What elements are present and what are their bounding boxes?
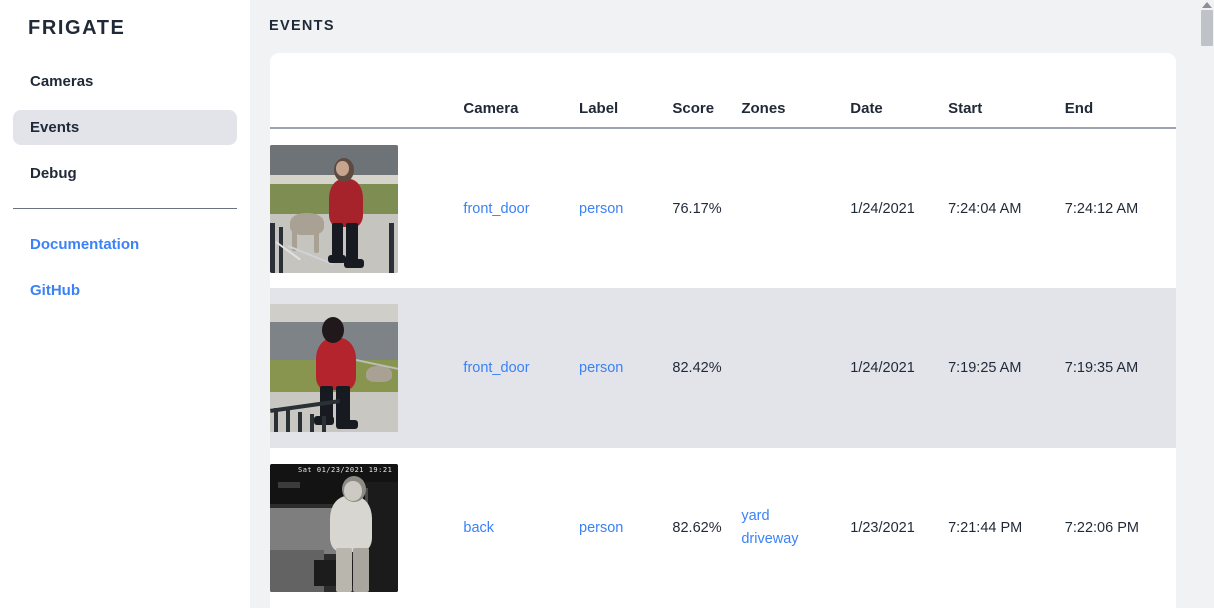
event-date-cell: 1/23/2021: [850, 448, 948, 608]
scrollbar-thumb[interactable]: [1201, 10, 1213, 46]
event-score-value: 82.42%: [672, 360, 722, 376]
page-scrollbar[interactable]: [1200, 0, 1214, 608]
event-camera-cell: front_door: [463, 288, 579, 448]
column-header-start: Start: [948, 100, 983, 117]
sidebar: FRIGATE Cameras Events Debug Documentati…: [0, 0, 250, 608]
event-label-link[interactable]: person: [579, 200, 624, 217]
sidebar-divider: [13, 208, 237, 209]
event-score-cell: 82.42%: [672, 288, 741, 448]
event-end-value: 7:22:06 PM: [1064, 520, 1139, 536]
event-camera-cell: back: [463, 448, 579, 608]
event-thumbnail-image[interactable]: [270, 304, 398, 432]
app-brand-title: FRIGATE: [28, 17, 126, 39]
event-camera-link[interactable]: front_door: [463, 200, 530, 217]
event-camera-cell: front_door: [463, 128, 579, 288]
event-date-cell: 1/24/2021: [850, 128, 948, 288]
thumbnail-scene-daytime-sidewalk: [270, 304, 398, 432]
event-label-cell: person: [579, 448, 672, 608]
column-header-date: Date: [850, 100, 883, 117]
event-zones-cell: [741, 288, 850, 448]
event-label-cell: person: [579, 128, 672, 288]
table-row[interactable]: Sat 01/23/2021 19:21 back person 82.62%: [270, 448, 1176, 608]
sidebar-item-debug[interactable]: Debug: [30, 165, 77, 182]
event-end-cell: 7:19:35 AM: [1065, 288, 1176, 448]
event-score-cell: 82.62%: [672, 448, 741, 608]
events-table-header-row: Camera Label Score Zones Date Start End: [270, 53, 1176, 128]
sidebar-external-links: Documentation GitHub: [0, 227, 250, 308]
event-thumbnail-cell[interactable]: [270, 288, 463, 448]
events-card: Camera Label Score Zones Date Start End: [270, 53, 1176, 608]
table-row[interactable]: front_door person 82.42% 1/24/2021: [270, 288, 1176, 448]
thumbnail-scene-night-infrared: Sat 01/23/2021 19:21: [270, 464, 398, 592]
event-date-value: 1/24/2021: [850, 360, 915, 376]
event-date-value: 1/24/2021: [850, 200, 915, 217]
page-title: EVENTS: [269, 18, 335, 34]
event-zones-cell: yard driveway: [741, 448, 850, 608]
event-end-value: 7:24:12 AM: [1064, 200, 1139, 217]
event-thumbnail-image[interactable]: Sat 01/23/2021 19:21: [270, 464, 398, 592]
event-thumbnail-cell[interactable]: Sat 01/23/2021 19:21: [270, 448, 463, 608]
sidebar-link-documentation[interactable]: Documentation: [30, 236, 140, 253]
event-score-cell: 76.17%: [672, 128, 741, 288]
event-start-cell: 7:21:44 PM: [948, 448, 1065, 608]
sidebar-item-events[interactable]: Events: [13, 110, 237, 145]
thumbnail-timestamp-overlay: Sat 01/23/2021 19:21: [298, 466, 393, 474]
event-date-cell: 1/24/2021: [850, 288, 948, 448]
sidebar-item-cameras[interactable]: Cameras: [30, 73, 94, 90]
event-score-value: 82.62%: [672, 520, 722, 536]
events-table-head: Camera Label Score Zones Date Start End: [270, 53, 1176, 128]
event-zone-link[interactable]: yard: [741, 507, 770, 524]
event-start-cell: 7:19:25 AM: [948, 288, 1065, 448]
event-camera-link[interactable]: front_door: [463, 360, 530, 376]
event-label-link[interactable]: person: [579, 360, 624, 376]
column-header-thumbnail: [270, 53, 463, 128]
event-thumbnail-cell[interactable]: [270, 128, 463, 288]
events-table: Camera Label Score Zones Date Start End: [270, 53, 1176, 608]
table-row[interactable]: front_door person 76.17% 1/24/2021: [270, 128, 1176, 288]
event-start-value: 7:21:44 PM: [948, 520, 1023, 536]
event-label-link[interactable]: person: [579, 520, 624, 536]
event-zone-link[interactable]: driveway: [741, 531, 799, 547]
main-content: EVENTS Camera Label Score Zones Date Sta…: [250, 0, 1214, 608]
event-end-cell: 7:22:06 PM: [1065, 448, 1176, 608]
event-date-value: 1/23/2021: [850, 520, 915, 536]
event-label-cell: person: [579, 288, 672, 448]
column-header-label: Label: [579, 100, 619, 117]
event-zones-cell: [741, 128, 850, 288]
event-start-cell: 7:24:04 AM: [948, 128, 1065, 288]
thumbnail-scene-daytime-sidewalk: [270, 144, 398, 273]
event-start-value: 7:24:04 AM: [948, 200, 1022, 217]
triangle-up-icon[interactable]: [1202, 2, 1212, 8]
column-header-end: End: [1064, 100, 1094, 117]
event-start-value: 7:19:25 AM: [948, 360, 1022, 376]
event-camera-link[interactable]: back: [463, 520, 495, 536]
column-header-zones: Zones: [741, 100, 786, 117]
sidebar-nav: Cameras Events Debug: [0, 64, 250, 191]
column-header-camera: Camera: [463, 100, 519, 117]
column-header-score: Score: [672, 100, 715, 117]
event-thumbnail-image[interactable]: [270, 144, 398, 273]
events-table-body: front_door person 76.17% 1/24/2021: [270, 128, 1176, 608]
event-end-value: 7:19:35 AM: [1064, 360, 1139, 376]
event-end-cell: 7:24:12 AM: [1065, 128, 1176, 288]
event-score-value: 76.17%: [672, 200, 722, 217]
sidebar-link-github[interactable]: GitHub: [30, 282, 80, 299]
